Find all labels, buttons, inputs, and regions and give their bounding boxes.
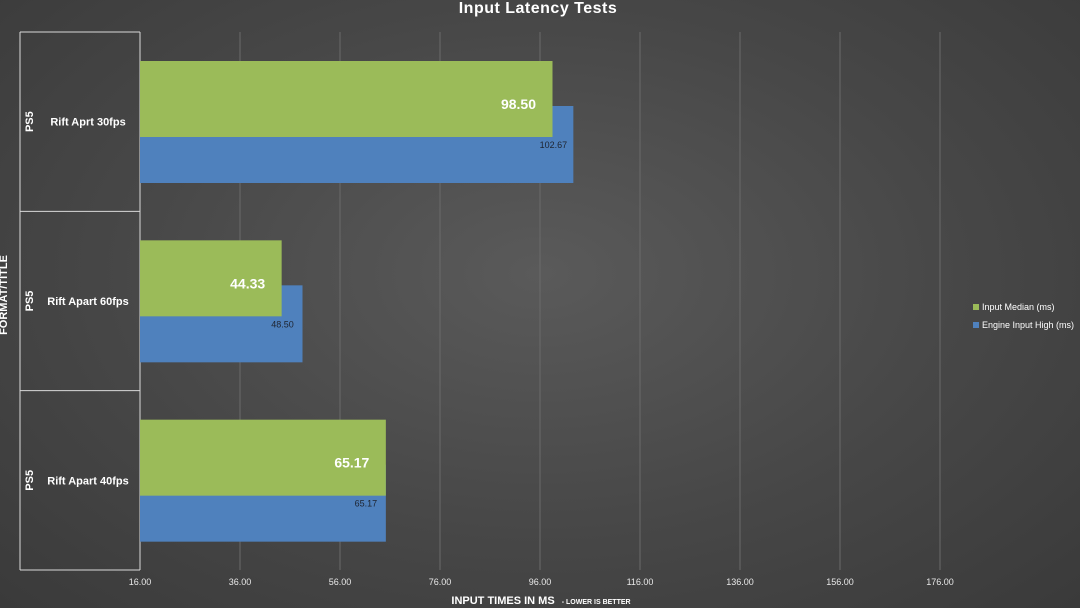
- category-labels: Rift Aprt 30fps PS5 Rift Apart 60fps PS5 Rif…: [24, 111, 129, 490]
- chart-title: Input Latency Tests: [459, 0, 618, 17]
- y-axis-title: FORMAT/TITLE: [0, 255, 10, 335]
- data-label-engine-input-high: 65.17: [355, 499, 378, 509]
- x-axis-title-sub: - LOWER IS BETTER: [562, 599, 631, 606]
- x-axis-title-main: INPUT TIMES IN MS: [451, 595, 554, 607]
- x-tick-label: 96.00: [529, 577, 552, 587]
- legend-swatch-engine-input-high: [973, 322, 979, 328]
- group-label: PS5: [24, 111, 36, 132]
- category-label: Rift Apart 60fps: [47, 296, 129, 308]
- value-labels: 98.50 102.67 44.33 48.50 65.17 65.17: [230, 96, 567, 509]
- bar-input-median: [140, 61, 553, 137]
- group-label: PS5: [24, 470, 36, 491]
- x-axis-title: INPUT TIMES IN MS - LOWER IS BETTER: [451, 595, 630, 607]
- x-tick-label: 36.00: [229, 577, 252, 587]
- data-label-input-median: 44.33: [230, 275, 265, 291]
- legend-label-engine-input-high: Engine Input High (ms): [982, 320, 1074, 330]
- x-tick-label: 156.00: [826, 577, 854, 587]
- bar-input-median: [140, 240, 282, 317]
- x-tick-label: 76.00: [429, 577, 452, 587]
- data-label-input-median: 98.50: [501, 96, 536, 112]
- legend-label-input-median: Input Median (ms): [982, 302, 1055, 312]
- category-label: Rift Apart 40fps: [47, 475, 129, 487]
- data-label-input-median: 65.17: [334, 455, 369, 471]
- x-tick-label: 176.00: [926, 577, 954, 587]
- legend-swatch-input-median: [973, 304, 979, 310]
- data-label-engine-input-high: 102.67: [540, 140, 568, 150]
- x-tick-label: 136.00: [726, 577, 754, 587]
- category-label: Rift Aprt 30fps: [50, 117, 125, 129]
- x-tick-label: 116.00: [627, 577, 654, 587]
- x-tick-label: 56.00: [329, 577, 352, 587]
- x-axis-ticks: 16.00 36.00 56.00 76.00 96.00 116.00 136.00 156…: [129, 577, 954, 587]
- bar-input-median: [140, 419, 386, 496]
- data-label-engine-input-high: 48.50: [271, 319, 294, 329]
- x-tick-label: 16.00: [129, 577, 152, 587]
- bars: [140, 61, 574, 542]
- group-label: PS5: [24, 291, 36, 312]
- legend: Input Median (ms) Engine Input High (ms): [973, 302, 1074, 330]
